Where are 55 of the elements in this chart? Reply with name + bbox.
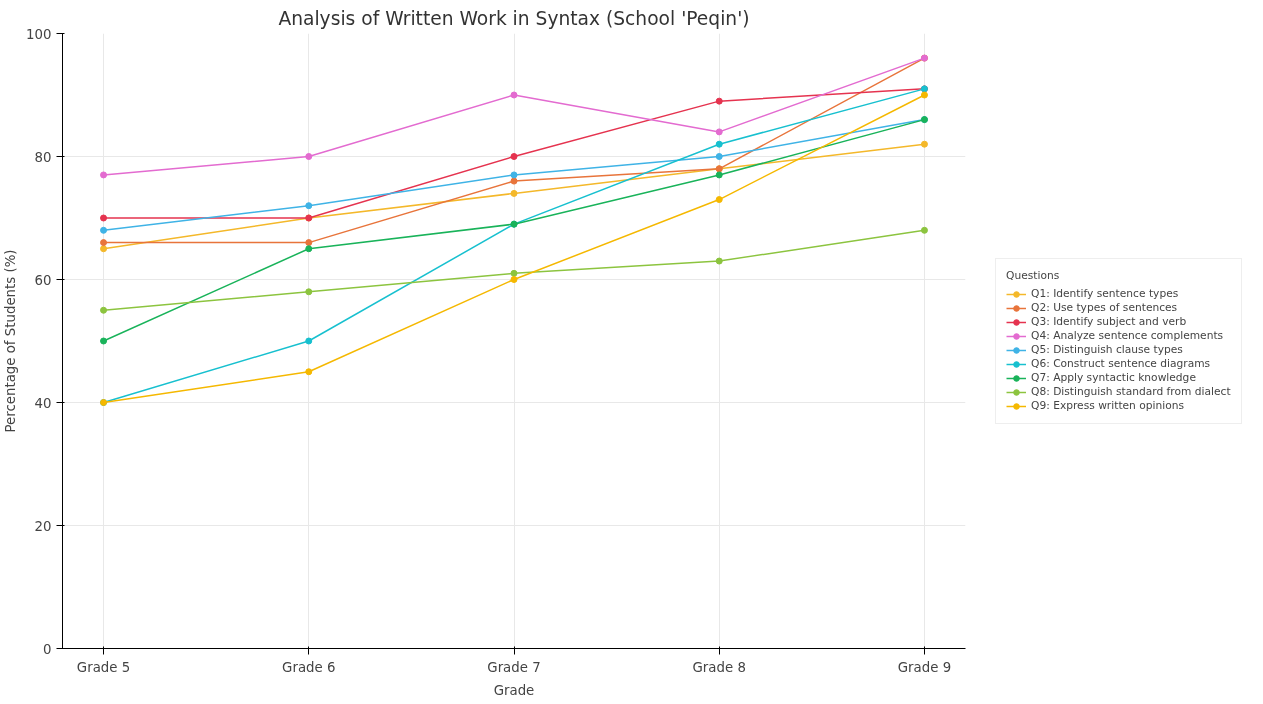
point [715,153,723,160]
point [715,140,723,148]
point [305,202,313,210]
x-tick-label: Grade 6 [282,659,336,675]
point [100,214,108,222]
y-axis-title: Percentage of Students (%) [3,249,19,433]
point [715,97,723,105]
point [305,245,313,253]
point [715,196,723,204]
legend-label: Q4: Analyze sentence complements [1031,328,1224,343]
y-tick-label: 100 [26,26,52,42]
point [100,171,108,179]
point [100,306,108,314]
legend-label: Q8: Distinguish standard from dialect [1031,384,1231,399]
point [305,368,313,376]
point [305,288,313,296]
legend-label: Q2: Use types of sentences [1031,300,1178,315]
legend-label: Q5: Distinguish clause types [1031,342,1183,357]
point [305,337,313,345]
x-tick-label: Grade 7 [487,659,541,675]
point [305,239,313,247]
point [920,140,928,148]
x-tick-label: Grade 5 [76,659,131,675]
legend-label: Q3: Identify subject and verb [1031,314,1187,329]
legend-label: Q9: Express written opinions [1031,398,1185,413]
y-tick-label: 40 [34,395,52,411]
point [100,337,108,345]
y-tick-label: 80 [34,149,52,165]
point [510,171,518,179]
point [510,269,518,277]
point [100,245,108,253]
point [920,226,928,234]
point [510,189,518,197]
point [715,257,723,265]
point [100,239,108,247]
y-tick-label: 60 [34,272,52,288]
point [715,128,723,136]
x-axis-title: Grade [493,682,535,698]
point [305,153,313,160]
legend-title: Questions [1006,268,1061,282]
y-tick-label: 20 [34,518,52,534]
point [715,171,723,179]
legend-label: Q7: Apply syntactic knowledge [1031,370,1196,385]
x-tick-label: Grade 9 [897,659,952,675]
point [510,276,518,283]
point [510,91,518,99]
legend-label: Q6: Construct sentence diagrams [1031,356,1211,371]
point [920,91,928,99]
chart-title: Analysis of Written Work in Syntax (School 'Peqin') [278,7,750,29]
y-tick-label: 0 [43,641,52,657]
point [100,226,108,234]
point [510,177,518,185]
legend-label: Q1: Identify sentence types [1031,286,1179,301]
x-tick-label: Grade 8 [692,659,746,675]
point [510,153,518,160]
